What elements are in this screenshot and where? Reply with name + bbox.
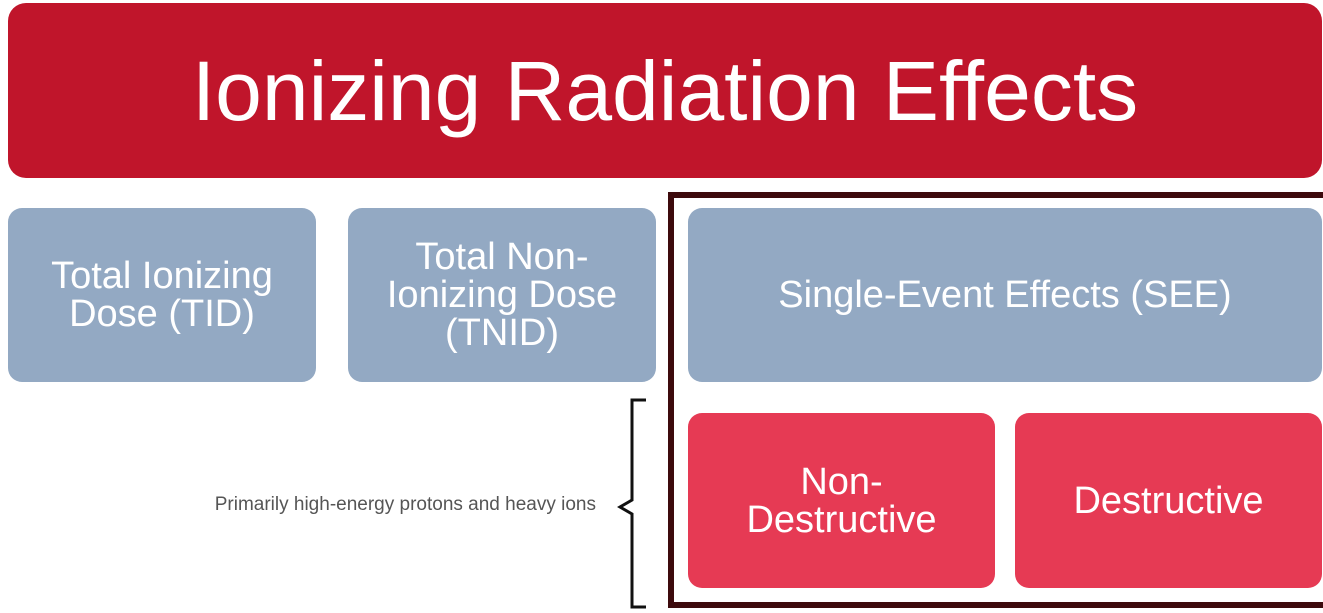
- bracket: [617, 398, 646, 609]
- box-line: Ionizing Dose: [386, 274, 618, 316]
- title-text: Ionizing Radiation Effects: [191, 43, 1139, 138]
- title: Ionizing Radiation Effects: [8, 3, 1322, 178]
- box-line: Destructive: [1073, 479, 1264, 522]
- box-line: Dose (TID): [69, 293, 255, 335]
- see-frame: [668, 192, 1323, 608]
- box-line: Single-Event Effects (SEE): [778, 274, 1232, 316]
- box-line: Destructive: [746, 498, 937, 541]
- destructive-box: Destructive: [1015, 413, 1322, 588]
- box-line: Total Ionizing: [51, 255, 273, 297]
- tid-box: Total Ionizing Dose (TID): [8, 208, 316, 382]
- box-line: (TNID): [445, 312, 559, 354]
- tnid-box: Total Non- Ionizing Dose (TNID): [348, 208, 656, 382]
- note: Primarily high-energy protons and heavy …: [214, 494, 596, 515]
- see-box: Single-Event Effects (SEE): [688, 208, 1322, 382]
- box-line: Total Non-: [415, 236, 589, 278]
- non-destructive-box: Non- Destructive: [688, 413, 995, 588]
- box-line: Non-: [800, 460, 883, 503]
